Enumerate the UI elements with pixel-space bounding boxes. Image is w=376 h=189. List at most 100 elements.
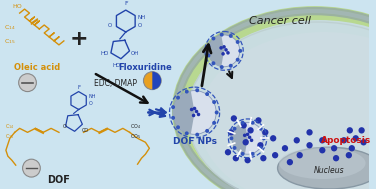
Circle shape	[243, 139, 249, 146]
Text: O: O	[108, 22, 112, 28]
Circle shape	[346, 152, 352, 158]
Circle shape	[208, 35, 240, 67]
Circle shape	[193, 107, 196, 110]
Circle shape	[231, 115, 237, 122]
Circle shape	[173, 91, 216, 134]
Circle shape	[232, 127, 237, 131]
Circle shape	[241, 121, 244, 125]
Text: O: O	[88, 101, 92, 105]
Circle shape	[215, 111, 218, 115]
Text: $\rm C_{15}$: $\rm C_{15}$	[5, 132, 14, 141]
Circle shape	[220, 33, 224, 37]
Text: HO: HO	[113, 63, 121, 68]
Wedge shape	[152, 72, 161, 90]
Circle shape	[144, 72, 161, 90]
Circle shape	[206, 53, 211, 57]
Circle shape	[282, 145, 288, 151]
Circle shape	[250, 139, 253, 142]
Circle shape	[241, 122, 247, 129]
Circle shape	[219, 46, 223, 50]
Circle shape	[251, 152, 255, 156]
Circle shape	[245, 139, 249, 143]
Circle shape	[176, 96, 180, 100]
Circle shape	[262, 129, 268, 136]
Circle shape	[205, 92, 209, 96]
Circle shape	[192, 114, 196, 117]
Circle shape	[319, 137, 326, 143]
Wedge shape	[208, 35, 224, 67]
Circle shape	[229, 64, 233, 68]
Circle shape	[233, 155, 239, 161]
Text: OH: OH	[131, 51, 139, 56]
Text: HO: HO	[101, 51, 109, 56]
Text: $\rm CO_5$: $\rm CO_5$	[130, 132, 141, 141]
Ellipse shape	[187, 20, 376, 189]
Circle shape	[212, 100, 216, 104]
Text: F: F	[124, 1, 127, 6]
Circle shape	[232, 146, 237, 150]
Text: Cancer cell: Cancer cell	[249, 16, 311, 26]
Text: EDC, DMAP: EDC, DMAP	[94, 79, 138, 88]
Text: DOF NPs: DOF NPs	[173, 137, 217, 146]
Circle shape	[259, 146, 263, 150]
Text: $\rm C_{15}$: $\rm C_{15}$	[4, 37, 15, 46]
Circle shape	[23, 159, 40, 177]
Circle shape	[247, 127, 254, 134]
Circle shape	[225, 149, 231, 155]
Text: DOF: DOF	[47, 175, 70, 185]
Circle shape	[236, 58, 240, 62]
Circle shape	[272, 152, 278, 158]
Circle shape	[229, 136, 233, 140]
Circle shape	[287, 159, 293, 165]
Circle shape	[260, 155, 267, 161]
Circle shape	[176, 125, 180, 129]
Circle shape	[222, 45, 226, 49]
Circle shape	[232, 122, 263, 154]
Circle shape	[306, 129, 313, 136]
Circle shape	[195, 110, 198, 113]
Text: Nucleus: Nucleus	[314, 166, 344, 175]
Text: O: O	[138, 22, 142, 28]
Circle shape	[306, 142, 313, 148]
Circle shape	[212, 121, 216, 125]
Circle shape	[195, 133, 199, 137]
Circle shape	[195, 88, 199, 92]
Circle shape	[259, 127, 263, 131]
Circle shape	[185, 131, 189, 135]
Circle shape	[246, 132, 249, 136]
Circle shape	[244, 157, 251, 163]
Circle shape	[224, 48, 228, 52]
Wedge shape	[173, 91, 194, 134]
Circle shape	[241, 152, 244, 156]
Ellipse shape	[277, 147, 376, 189]
Circle shape	[171, 105, 175, 109]
Circle shape	[221, 52, 225, 56]
Circle shape	[349, 145, 355, 151]
Circle shape	[205, 129, 209, 133]
Circle shape	[236, 40, 240, 44]
Ellipse shape	[199, 32, 376, 189]
Text: Floxuridine: Floxuridine	[118, 63, 172, 72]
Text: +: +	[69, 29, 88, 49]
Text: CO: CO	[82, 128, 89, 133]
Circle shape	[297, 152, 303, 158]
Circle shape	[19, 74, 36, 92]
Circle shape	[206, 44, 211, 48]
Text: HO: HO	[13, 4, 23, 9]
Text: $\rm C_{14}$: $\rm C_{14}$	[5, 122, 14, 131]
Circle shape	[257, 142, 264, 148]
Circle shape	[358, 127, 365, 134]
Text: Oleic acid: Oleic acid	[14, 63, 61, 72]
Circle shape	[229, 34, 233, 38]
Circle shape	[248, 136, 252, 139]
Circle shape	[228, 129, 234, 136]
Circle shape	[190, 108, 193, 111]
Circle shape	[262, 136, 266, 140]
Circle shape	[347, 127, 353, 134]
Circle shape	[220, 65, 224, 69]
Circle shape	[331, 145, 337, 151]
Circle shape	[270, 135, 276, 142]
Circle shape	[185, 90, 189, 94]
Text: F: F	[77, 85, 80, 90]
Text: Apoptosis: Apoptosis	[321, 136, 371, 145]
